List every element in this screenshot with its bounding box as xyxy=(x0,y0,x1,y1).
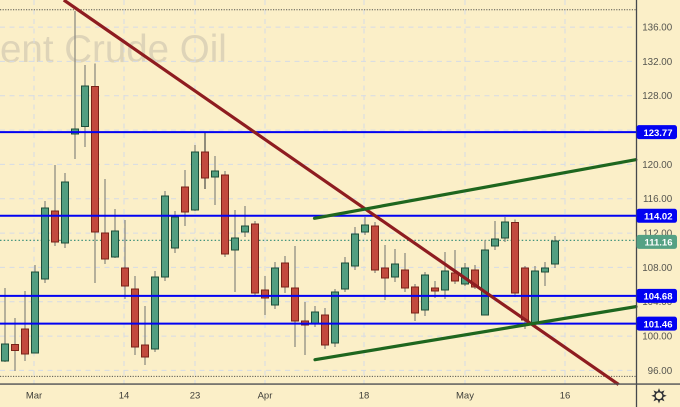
svg-text:116.00: 116.00 xyxy=(643,194,673,205)
svg-text:96.00: 96.00 xyxy=(648,366,673,377)
svg-text:16: 16 xyxy=(560,391,571,402)
svg-text:108.00: 108.00 xyxy=(642,263,673,274)
svg-text:Apr: Apr xyxy=(258,391,273,402)
svg-text:101.46: 101.46 xyxy=(643,319,672,330)
svg-text:132.00: 132.00 xyxy=(642,57,673,68)
svg-text:100.00: 100.00 xyxy=(642,332,673,343)
svg-text:111.16: 111.16 xyxy=(644,238,672,249)
svg-text:112.00: 112.00 xyxy=(643,229,673,240)
svg-text:128.00: 128.00 xyxy=(642,91,673,102)
svg-text:May: May xyxy=(456,391,474,402)
svg-text:123.77: 123.77 xyxy=(643,128,672,139)
svg-text:14: 14 xyxy=(119,391,130,402)
svg-text:18: 18 xyxy=(359,391,370,402)
svg-text:104.68: 104.68 xyxy=(643,292,672,303)
svg-text:136.00: 136.00 xyxy=(642,23,673,34)
svg-text:120.00: 120.00 xyxy=(642,160,673,171)
svg-text:Mar: Mar xyxy=(26,391,42,402)
svg-text:114.02: 114.02 xyxy=(644,212,673,223)
svg-text:23: 23 xyxy=(190,391,201,402)
